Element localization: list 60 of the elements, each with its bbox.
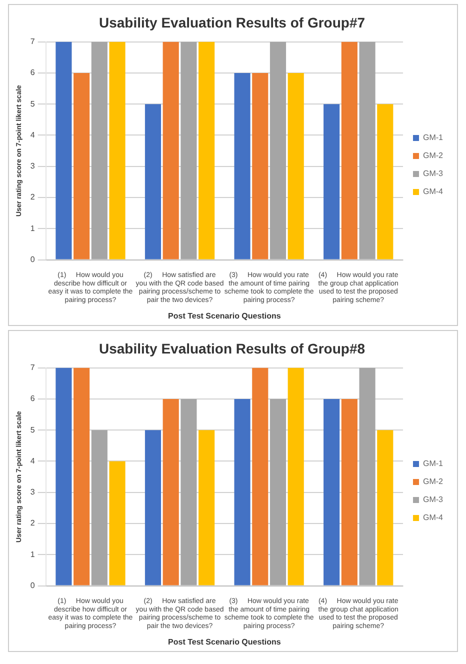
bar <box>377 430 394 586</box>
bar <box>109 461 126 586</box>
x-axis-title: Post Test Scenario Questions <box>168 637 282 646</box>
y-tick-label: 3 <box>30 162 36 171</box>
y-tick-label: 1 <box>30 224 36 233</box>
y-tick-label: 4 <box>30 456 36 466</box>
y-tick-label: 0 <box>30 581 36 590</box>
y-tick-label: 5 <box>30 99 36 108</box>
legend-label: GM-2 <box>423 151 444 160</box>
legend-label: GM-3 <box>423 495 444 504</box>
bar <box>288 368 304 586</box>
legend-label: GM-4 <box>423 513 444 522</box>
bar <box>91 430 108 586</box>
bar <box>74 368 90 586</box>
bar <box>270 42 286 260</box>
bar <box>56 42 72 260</box>
y-tick-label: 7 <box>30 37 36 46</box>
bar <box>252 368 268 586</box>
y-tick-label: 2 <box>30 192 36 202</box>
bar <box>144 430 162 586</box>
bar <box>359 42 376 260</box>
bar <box>180 398 197 586</box>
chart-title: Usability Evaluation Results of Group#7 <box>98 14 366 30</box>
bar <box>288 72 304 260</box>
bar <box>56 368 72 586</box>
bar <box>144 104 162 260</box>
x-axis-title: Post Test Scenario Questions <box>168 311 282 320</box>
legend-label: GM-4 <box>423 187 444 196</box>
bar <box>91 42 108 260</box>
bar <box>162 42 179 260</box>
y-tick-label: 4 <box>30 130 36 140</box>
bar <box>180 42 197 260</box>
y-tick-label: 6 <box>30 394 36 404</box>
bar <box>74 72 90 260</box>
legend-label: GM-3 <box>423 169 444 178</box>
y-tick-label: 6 <box>30 68 36 78</box>
legend-label: GM-1 <box>423 459 444 468</box>
y-tick-label: 2 <box>30 518 36 528</box>
bar <box>359 368 376 586</box>
y-tick-label: 0 <box>30 255 36 264</box>
bar <box>109 42 126 260</box>
bar <box>324 104 340 260</box>
legend-label: GM-2 <box>423 477 444 486</box>
y-tick-label: 3 <box>30 488 36 497</box>
bar <box>198 430 215 586</box>
bar <box>341 398 358 586</box>
bar <box>252 72 268 260</box>
bar <box>234 72 250 260</box>
y-tick-label: 5 <box>30 425 36 434</box>
legend-label: GM-1 <box>423 133 444 142</box>
bar <box>324 398 340 586</box>
y-tick-label: 1 <box>30 550 36 559</box>
bar <box>341 42 358 260</box>
bar <box>270 398 286 586</box>
bar <box>162 398 179 586</box>
chart-title: Usability Evaluation Results of Group#8 <box>98 340 366 356</box>
bar <box>198 42 215 260</box>
bar <box>377 104 394 260</box>
bar <box>234 398 250 586</box>
y-tick-label: 7 <box>30 363 36 372</box>
